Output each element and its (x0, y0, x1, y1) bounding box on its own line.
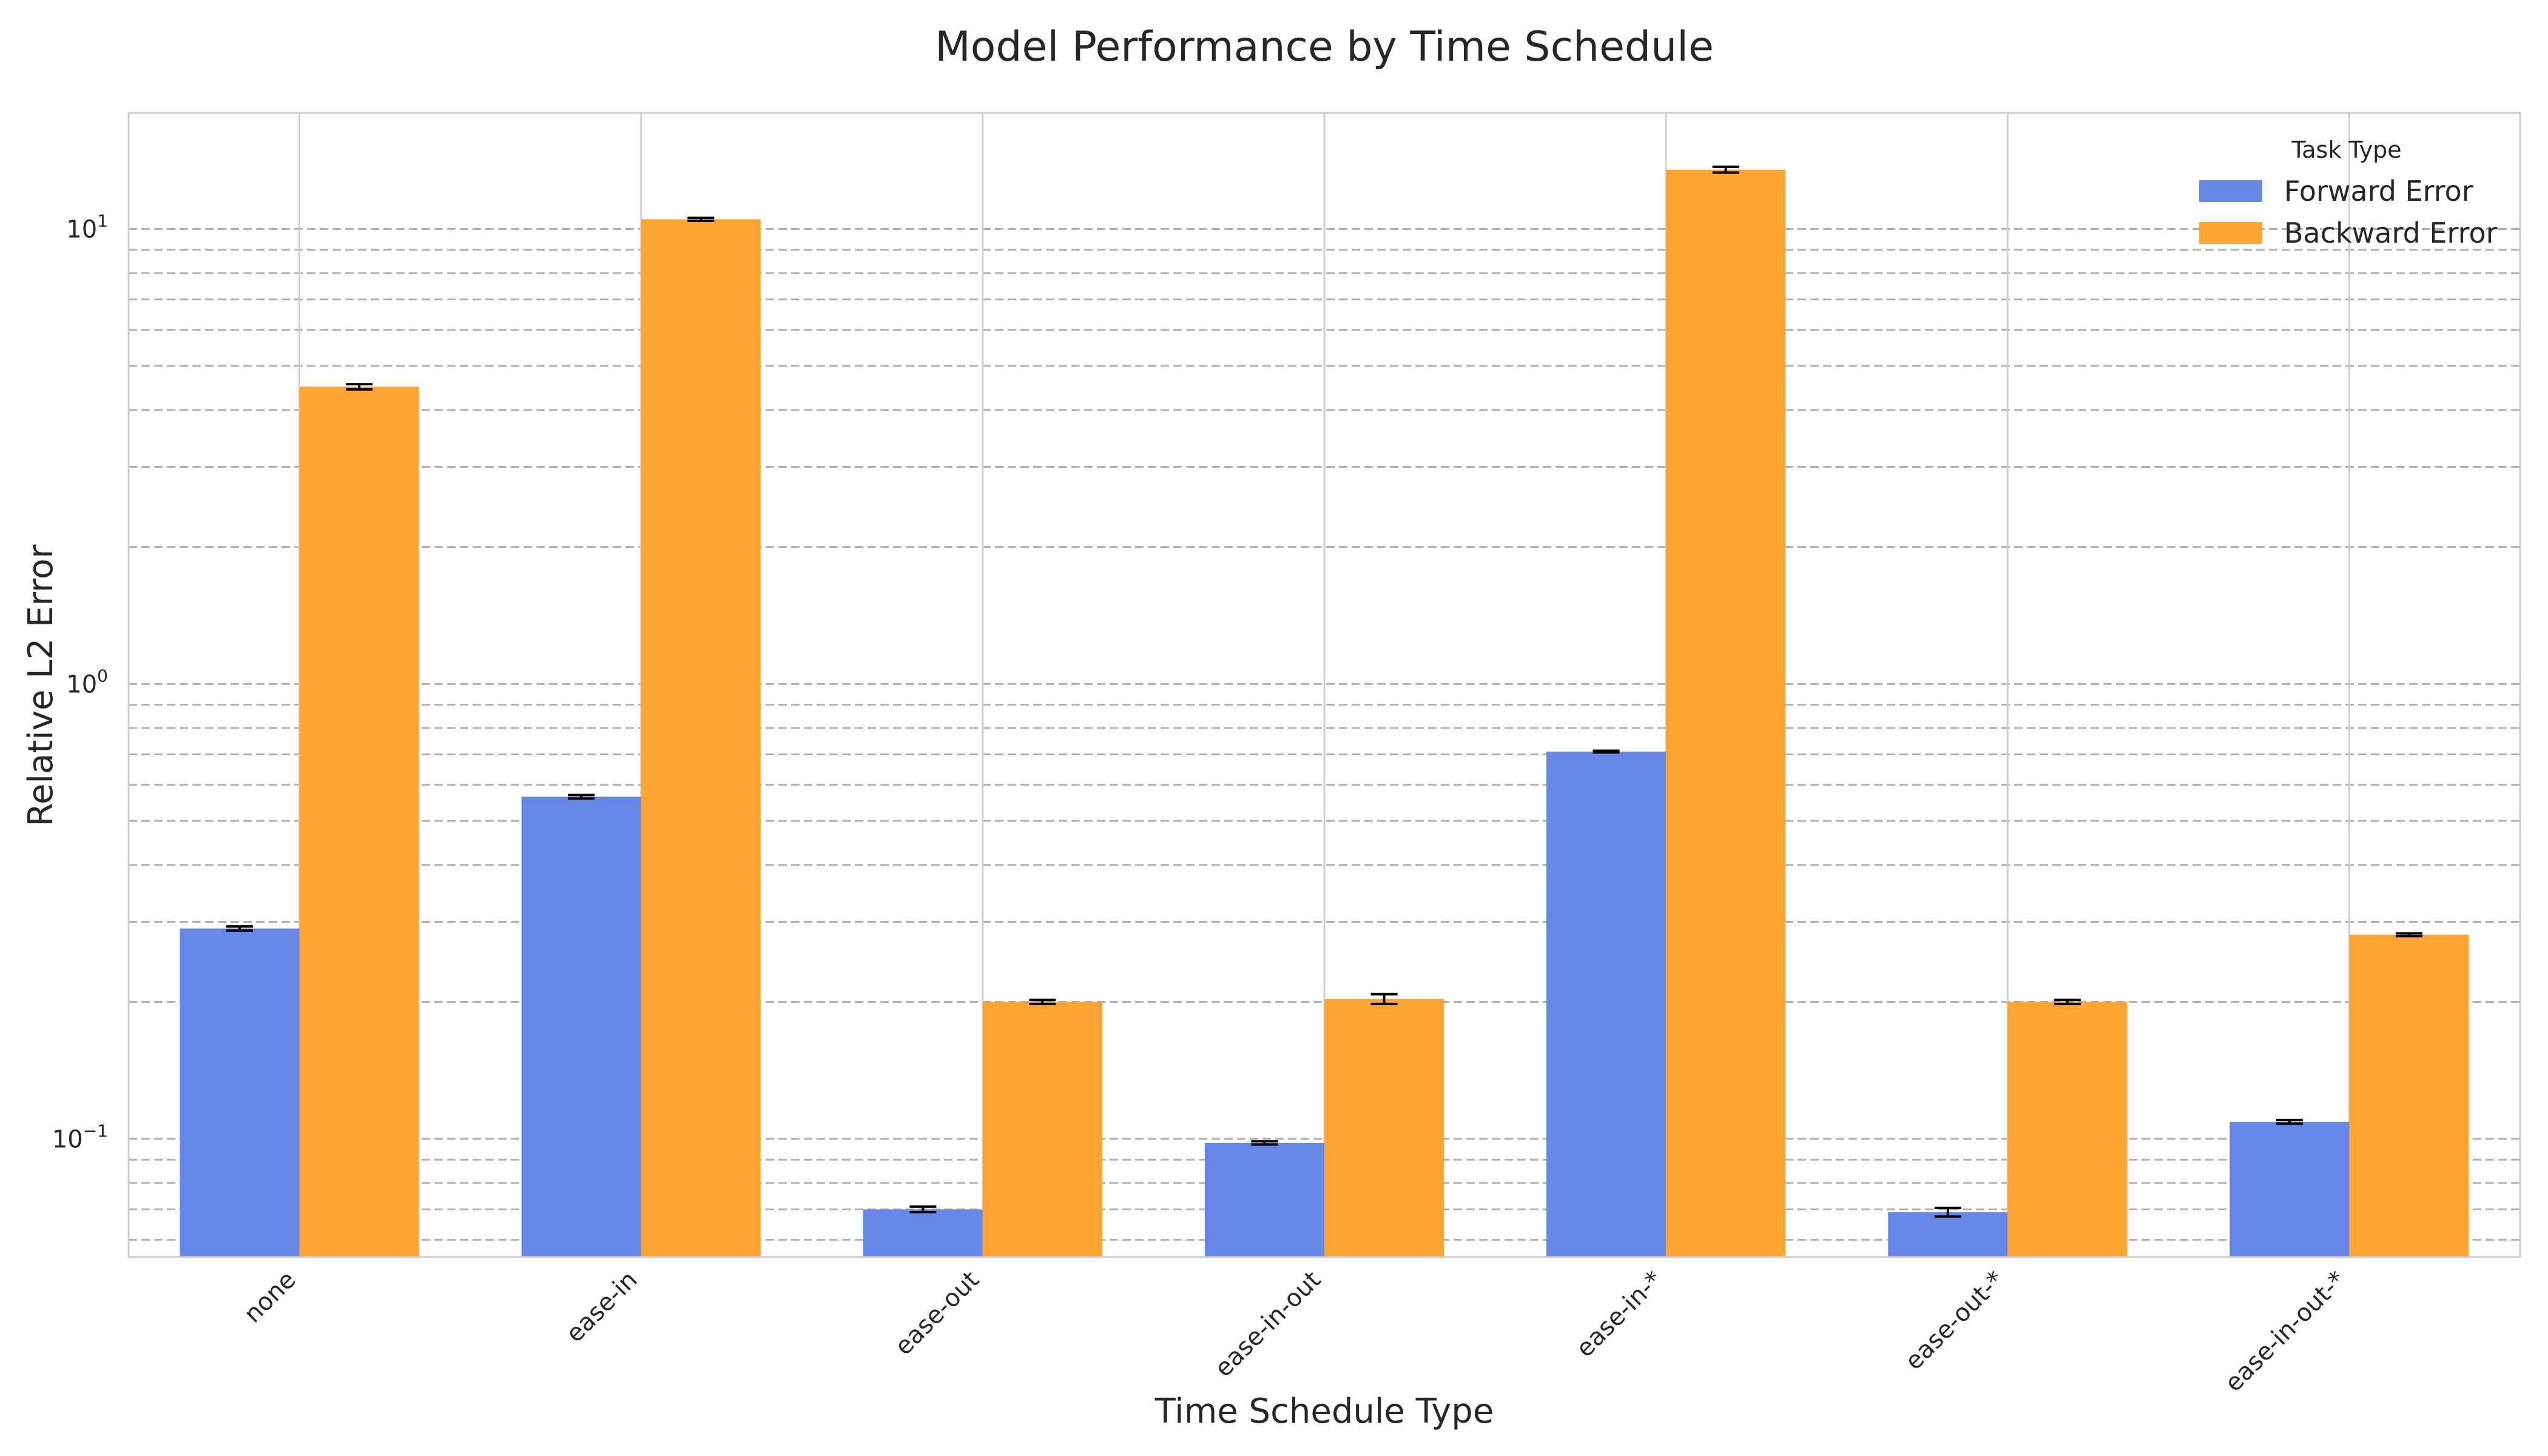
y-tick-label: 101 (66, 211, 108, 243)
bar-forward-ease-in-* (1546, 751, 1667, 1257)
bar-backward-ease-in-* (1666, 169, 1786, 1257)
y-tick-label: 100 (66, 666, 108, 698)
x-axis-label: Time Schedule Type (1154, 1392, 1494, 1431)
x-tick-label: ease-in-* (1571, 1266, 1668, 1363)
bar-backward-ease-out-* (2007, 1002, 2128, 1257)
legend-label-backward: Backward Error (2284, 217, 2498, 249)
bar-forward-ease-in-out-* (2230, 1122, 2350, 1257)
error-bars (226, 165, 2422, 1218)
legend-title: Task Type (2291, 136, 2401, 163)
x-tick-label: ease-in-out (1210, 1266, 1326, 1383)
bars (180, 169, 2469, 1258)
chart-title: Model Performance by Time Schedule (935, 23, 1714, 71)
bar-backward-ease-in-out (1324, 999, 1444, 1257)
legend: Task Type Forward Error Backward Error (2199, 136, 2498, 249)
x-tick-label: ease-out-* (1900, 1266, 2010, 1376)
bar-forward-ease-out (863, 1209, 983, 1257)
bar-forward-ease-out-* (1888, 1212, 2008, 1257)
x-tick-label: ease-in (561, 1266, 642, 1348)
bar-backward-ease-in (641, 219, 761, 1258)
plot-frame (127, 112, 2521, 1258)
legend-label-forward: Forward Error (2284, 175, 2473, 207)
bar-forward-ease-in-out (1204, 1142, 1324, 1257)
y-axis-label: Relative L2 Error (21, 544, 61, 827)
x-tick-label: ease-in-out-* (2220, 1266, 2351, 1398)
legend-swatch-forward (2199, 180, 2262, 202)
x-tick-label: ease-out (889, 1266, 984, 1361)
bar-forward-none (180, 928, 300, 1257)
bar-backward-none (299, 386, 419, 1257)
bar-forward-ease-in (521, 797, 641, 1257)
x-tick-label: none (239, 1266, 302, 1329)
bar-backward-ease-out (982, 1002, 1102, 1257)
legend-swatch-backward (2199, 222, 2262, 244)
y-tick-label: 10−1 (52, 1121, 108, 1153)
bar-backward-ease-in-out-* (2349, 934, 2469, 1257)
